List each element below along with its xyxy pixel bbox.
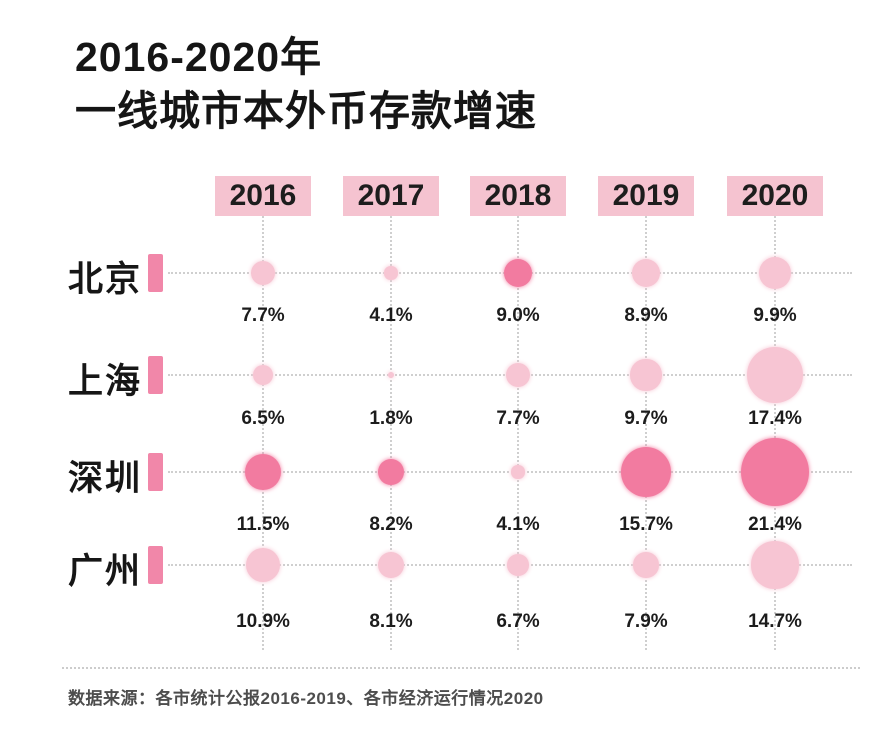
- bubble-北京-2020: [759, 257, 791, 289]
- grid-hline-深圳: [168, 471, 852, 473]
- bubble-广州-2020: [751, 541, 799, 589]
- value-label-北京-2018: 9.0%: [496, 305, 540, 326]
- bubble-北京-2018: [503, 258, 533, 288]
- bubble-上海-2016: [252, 364, 274, 386]
- year-header-2017: 2017: [343, 176, 439, 216]
- bubble-北京-2017: [384, 266, 398, 280]
- city-bar-北京: [148, 254, 163, 292]
- value-label-广州-2016: 10.9%: [236, 611, 290, 632]
- city-bar-广州: [148, 546, 163, 584]
- value-label-深圳-2017: 8.2%: [369, 514, 413, 535]
- city-bar-上海: [148, 356, 163, 394]
- bubble-广州-2018: [507, 554, 529, 576]
- bubble-上海-2017: [388, 372, 394, 378]
- title-line-2: 一线城市本外币存款增速: [75, 88, 537, 135]
- value-label-上海-2019: 9.7%: [624, 408, 668, 429]
- value-label-深圳-2020: 21.4%: [748, 514, 802, 535]
- page-title: 2016-2020年 一线城市本外币存款增速: [75, 30, 537, 138]
- value-label-北京-2020: 9.9%: [753, 305, 797, 326]
- city-label-深圳: 深圳: [67, 459, 142, 498]
- grid-vline-2019: [645, 216, 647, 650]
- value-label-上海-2016: 6.5%: [241, 408, 285, 429]
- bubble-北京-2019: [631, 258, 661, 288]
- data-source-note: 数据来源：各市统计公报2016-2019、各市经济运行情况2020: [68, 689, 544, 708]
- bubble-上海-2020: [747, 347, 803, 403]
- bubble-深圳-2020: [740, 437, 810, 507]
- value-label-广州-2018: 6.7%: [496, 611, 540, 632]
- bubble-北京-2016: [250, 260, 276, 286]
- bubble-深圳-2018: [511, 465, 525, 479]
- city-label-广州: 广州: [67, 552, 142, 591]
- value-label-北京-2017: 4.1%: [369, 305, 413, 326]
- bubble-广州-2017: [378, 552, 404, 578]
- value-label-深圳-2018: 4.1%: [496, 514, 540, 535]
- value-label-上海-2020: 17.4%: [748, 408, 802, 429]
- title-line-1: 2016-2020年: [75, 34, 323, 80]
- year-header-2016: 2016: [215, 176, 311, 216]
- value-label-深圳-2016: 11.5%: [236, 514, 290, 535]
- city-label-北京: 北京: [67, 260, 142, 299]
- grid-vline-2017: [390, 216, 392, 650]
- value-label-北京-2019: 8.9%: [624, 305, 668, 326]
- value-label-上海-2017: 1.8%: [369, 408, 413, 429]
- value-label-广州-2020: 14.7%: [748, 611, 802, 632]
- grid-vline-2020: [774, 216, 776, 650]
- grid-vline-2016: [262, 216, 264, 650]
- year-header-2019: 2019: [598, 176, 694, 216]
- value-label-广州-2019: 7.9%: [624, 611, 668, 632]
- year-header-2020: 2020: [727, 176, 823, 216]
- bubble-广州-2019: [633, 552, 659, 578]
- value-label-北京-2016: 7.7%: [241, 305, 285, 326]
- value-label-广州-2017: 8.1%: [369, 611, 413, 632]
- city-label-上海: 上海: [67, 362, 142, 401]
- year-header-2018: 2018: [470, 176, 566, 216]
- value-label-深圳-2019: 15.7%: [619, 514, 673, 535]
- grid-vline-2018: [517, 216, 519, 650]
- city-bar-深圳: [148, 453, 163, 491]
- bubble-上海-2018: [505, 362, 531, 388]
- bubble-深圳-2016: [244, 453, 282, 491]
- bubble-上海-2019: [630, 359, 662, 391]
- bubble-广州-2016: [245, 547, 281, 583]
- footer-divider: [62, 667, 860, 669]
- bubble-深圳-2017: [377, 458, 405, 486]
- value-label-上海-2018: 7.7%: [496, 408, 540, 429]
- bubble-深圳-2019: [620, 446, 672, 498]
